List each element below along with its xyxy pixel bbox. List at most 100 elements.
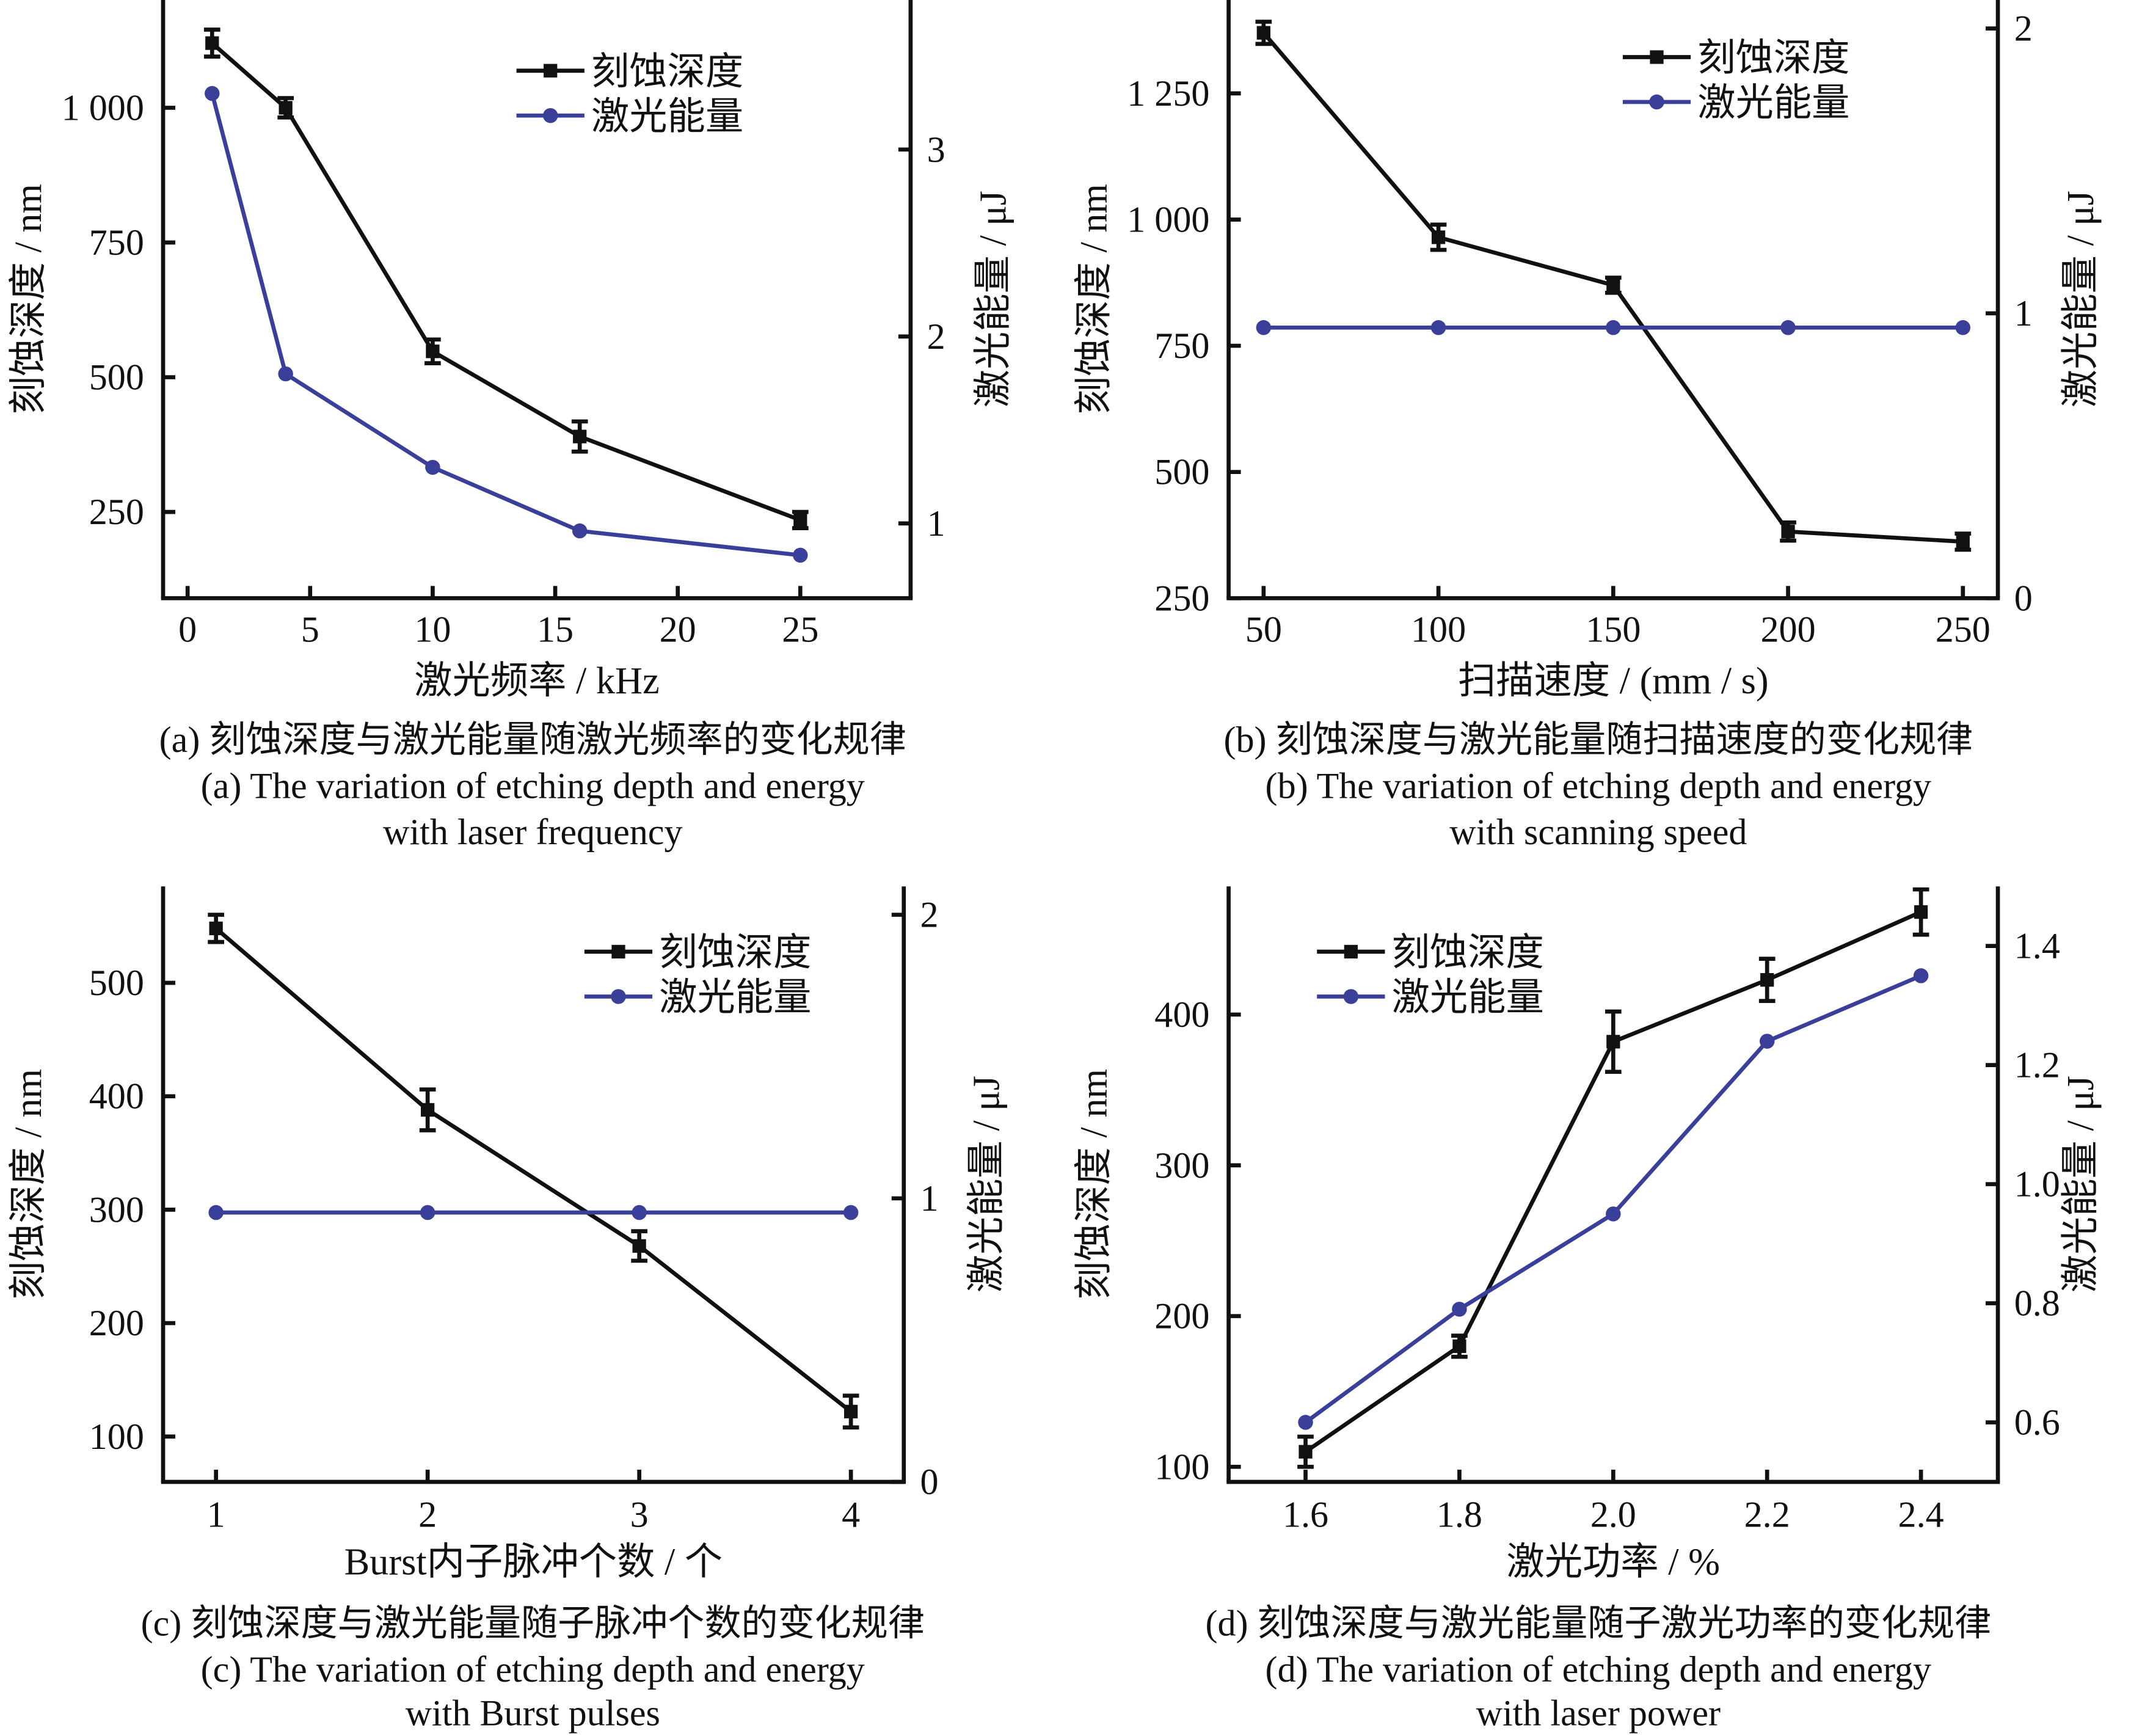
series-line-depth xyxy=(214,927,853,1413)
x-tick-label: 150 xyxy=(1586,609,1641,650)
energy-point xyxy=(1430,320,1446,335)
depth-point xyxy=(632,1239,646,1253)
legend-label: 激光能量 xyxy=(1697,82,1849,124)
energy-point xyxy=(1256,320,1272,335)
depth-point xyxy=(1606,1035,1620,1049)
x-tick-label: 50 xyxy=(1245,609,1282,650)
x-axis-label: 激光功率 / % xyxy=(1507,1541,1721,1583)
caption-en2-a: with laser frequency xyxy=(383,811,683,853)
y-tick-label: 750 xyxy=(89,222,144,263)
energy-point xyxy=(208,1205,224,1220)
y2-axis-label: 激光能量 / μJ xyxy=(966,1076,1008,1293)
legend-marker-circle xyxy=(542,108,558,123)
y-axis-label: 刻蚀深度 / nm xyxy=(1073,184,1115,414)
depth-point xyxy=(1781,525,1795,539)
caption-en2-c: with Burst pulses xyxy=(405,1692,660,1734)
x-tick-label: 1 xyxy=(207,1493,225,1534)
panel-b: 50 100 150 200 250 250 500 750 1 000 1 250 0 1 2 扫描速度… xyxy=(1066,0,2131,867)
caption-cn-c: (c) 刻蚀深度与激光能量随子脉冲个数的变化规律 xyxy=(140,1603,925,1644)
depth-point xyxy=(844,1404,858,1419)
x-axis-label: Burst内子脉冲个数 / 个 xyxy=(344,1541,723,1583)
y-tick-label: 100 xyxy=(89,1416,144,1457)
y-tick-label: 400 xyxy=(89,1076,144,1117)
y-tick-label: 500 xyxy=(1154,451,1209,492)
y-tick-label: 1 000 xyxy=(1127,199,1209,240)
depth-point xyxy=(1914,905,1928,919)
depth-point xyxy=(1760,973,1774,987)
caption-en1-b: (b) The variation of etching depth and e… xyxy=(1265,765,1932,806)
x-tick-label: 2.0 xyxy=(1590,1493,1636,1534)
y2-tick-label: 1 xyxy=(927,503,945,544)
legend-marker-square xyxy=(544,64,558,78)
caption-cn-a: (a) 刻蚀深度与激光能量随激光频率的变化规律 xyxy=(159,719,906,760)
y-tick-label: 500 xyxy=(89,962,144,1003)
x-tick-label: 25 xyxy=(782,609,818,650)
y-axis-label: 刻蚀深度 / nm xyxy=(7,1069,49,1299)
y2-tick-label: 3 xyxy=(927,129,945,170)
x-tick-label: 10 xyxy=(414,609,451,650)
depth-point xyxy=(421,1103,435,1117)
x-tick-label: 250 xyxy=(1936,609,1991,650)
y-tick-label: 750 xyxy=(1154,325,1209,366)
legend-marker-circle xyxy=(1343,989,1359,1004)
y-axis-label: 刻蚀深度 / nm xyxy=(1073,1069,1115,1299)
legend-marker-circle xyxy=(611,989,626,1004)
energy-point xyxy=(420,1205,435,1220)
chart-d: 1.6 1.8 2.0 2.2 2.4 100 200 300 400 0.6 0.8 1.0 1.2 1… xyxy=(1073,886,2102,1583)
y-tick-label: 250 xyxy=(89,491,144,532)
panel-a: 0 5 10 15 20 25 250 500 750 1 000 1 2 3 激光频率 / kHz 刻蚀深… xyxy=(0,0,1066,867)
y2-tick-label: 0.8 xyxy=(2014,1283,2060,1324)
depth-point xyxy=(1452,1339,1466,1354)
y2-axis-label: 激光能量 / μJ xyxy=(2060,191,2102,407)
legend-label: 刻蚀深度 xyxy=(591,51,743,93)
caption-en2-b: with scanning speed xyxy=(1449,811,1747,853)
energy-point xyxy=(1298,1415,1313,1430)
legend-label: 刻蚀深度 xyxy=(659,932,811,974)
y2-tick-label: 0 xyxy=(2014,577,2033,618)
energy-point xyxy=(1759,1034,1775,1049)
depth-point xyxy=(209,921,223,935)
legend-label: 激光能量 xyxy=(1392,977,1544,1019)
depth-point xyxy=(1431,230,1446,244)
chart-c: 1 2 3 4 100 200 300 400 500 0 1 2 Burst内子脉冲个数 / 个 刻蚀深… xyxy=(7,886,1008,1583)
depth-point xyxy=(1606,278,1620,293)
panel-c: 1 2 3 4 100 200 300 400 500 0 1 2 Burst内子脉冲个数 / 个 刻蚀深… xyxy=(0,867,1066,1735)
energy-point xyxy=(843,1205,859,1220)
x-tick-label: 1.8 xyxy=(1437,1493,1482,1534)
y2-tick-label: 2 xyxy=(920,894,938,935)
legend-marker-circle xyxy=(1649,94,1664,110)
y2-tick-label: 2 xyxy=(2014,8,2033,49)
chart-b: 50 100 150 200 250 250 500 750 1 000 1 250 0 1 2 扫描速度… xyxy=(1073,0,2102,702)
y-tick-label: 250 xyxy=(1154,577,1209,618)
legend-marker-square xyxy=(1344,944,1358,959)
x-tick-label: 0 xyxy=(178,609,197,650)
depth-point xyxy=(1256,26,1270,40)
y2-tick-label: 2 xyxy=(927,316,945,357)
x-tick-label: 1.6 xyxy=(1283,1493,1328,1534)
energy-point xyxy=(572,523,588,539)
x-tick-label: 2 xyxy=(418,1493,437,1534)
x-tick-label: 2.2 xyxy=(1744,1493,1790,1534)
y2-tick-label: 0 xyxy=(920,1461,938,1502)
depth-point xyxy=(426,345,440,359)
x-tick-label: 3 xyxy=(630,1493,649,1534)
x-tick-label: 100 xyxy=(1411,609,1466,650)
x-tick-label: 20 xyxy=(660,609,696,650)
y-tick-label: 1 000 xyxy=(62,87,144,128)
legend-label: 刻蚀深度 xyxy=(1697,37,1849,79)
legend-label: 激光能量 xyxy=(591,95,743,137)
y-tick-label: 300 xyxy=(1154,1145,1209,1186)
depth-point xyxy=(793,513,807,527)
energy-point xyxy=(278,366,293,382)
depth-point xyxy=(573,429,587,443)
x-axis-label: 扫描速度 / (mm / s) xyxy=(1458,660,1769,702)
caption-en1-d: (d) The variation of etching depth and e… xyxy=(1265,1649,1932,1690)
energy-point xyxy=(1913,968,1929,983)
x-tick-label: 200 xyxy=(1760,609,1815,650)
caption-en1-a: (a) The variation of etching depth and e… xyxy=(200,765,865,806)
y-axis-label: 刻蚀深度 / nm xyxy=(7,184,49,414)
depth-point xyxy=(205,36,219,50)
legend-label: 激光能量 xyxy=(659,977,811,1019)
x-tick-label: 5 xyxy=(301,609,319,650)
caption-en2-d: with laser power xyxy=(1476,1692,1721,1734)
